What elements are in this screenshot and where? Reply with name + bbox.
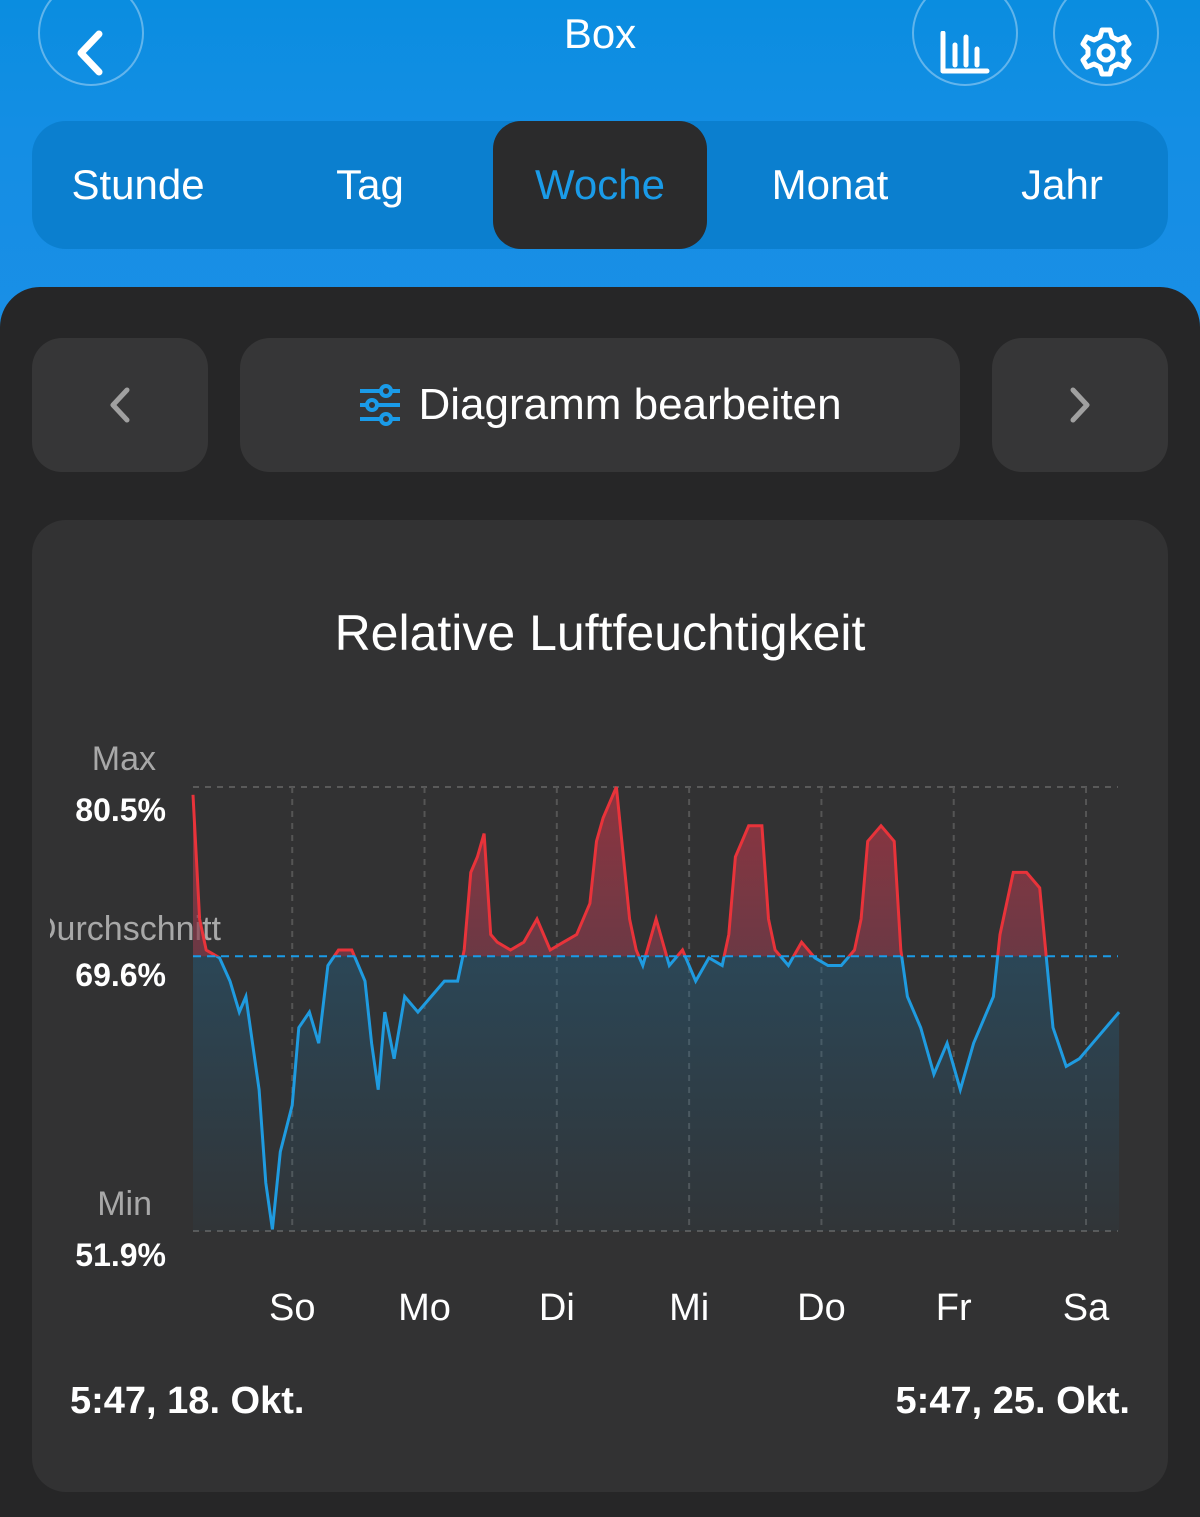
chevron-right-icon [1070, 387, 1090, 423]
prev-period-button[interactable] [32, 338, 208, 472]
tab-jahr[interactable]: Jahr [1021, 161, 1103, 208]
x-tick-label: Di [539, 1287, 575, 1329]
chart-title: Relative Luftfeuchtigkeit [334, 605, 866, 661]
x-axis-ticks: So Mo Di Mi Do Fr Sa [269, 1287, 1110, 1329]
edit-chart-button[interactable]: Diagramm bearbeiten [240, 338, 960, 472]
stats-button[interactable] [912, 0, 1018, 86]
edit-chart-label: Diagramm bearbeiten [418, 380, 842, 429]
period-tabs: Stunde Tag Woche Monat Jahr [32, 121, 1168, 249]
app-title: Box [563, 10, 637, 57]
area-fill-above-average [193, 787, 1047, 957]
tab-woche[interactable]: Woche [493, 121, 707, 249]
x-tick-label: Mi [669, 1287, 709, 1329]
range-start: 5:47, 18. Okt. [70, 1380, 305, 1422]
avg-label: Durchschnitt [50, 910, 226, 949]
settings-button[interactable] [1053, 0, 1159, 86]
back-button[interactable] [38, 0, 144, 86]
min-value: 51.9% [75, 1237, 166, 1273]
range-end: 5:47, 25. Okt. [895, 1380, 1130, 1422]
chart-areas [193, 787, 1120, 1231]
x-tick-label: Mo [398, 1287, 451, 1329]
sliders-icon [360, 384, 401, 426]
area-fill [193, 787, 1120, 1231]
chevron-left-icon [110, 387, 130, 423]
x-tick-label: So [269, 1287, 315, 1329]
max-value: 80.5% [75, 792, 166, 828]
tab-stunde[interactable]: Stunde [71, 161, 205, 208]
series-line-below [213, 956, 1121, 1230]
min-label: Min [97, 1185, 152, 1223]
avg-label-text: Durchschnitt [50, 910, 221, 948]
x-tick-label: Fr [936, 1287, 972, 1329]
next-period-button[interactable] [992, 338, 1168, 472]
x-tick-label: Sa [1063, 1287, 1110, 1329]
tab-monat[interactable]: Monat [771, 161, 889, 208]
chart-lines [191, 786, 1121, 1230]
x-tick-label: Do [797, 1287, 846, 1329]
gear-icon [1080, 27, 1132, 77]
series-line-above [191, 786, 1048, 957]
bar-chart-icon [940, 31, 990, 74]
avg-value: 69.6% [75, 957, 166, 993]
chevron-left-icon [77, 30, 103, 76]
max-label: Max [91, 740, 156, 778]
tab-tag[interactable]: Tag [336, 161, 404, 208]
